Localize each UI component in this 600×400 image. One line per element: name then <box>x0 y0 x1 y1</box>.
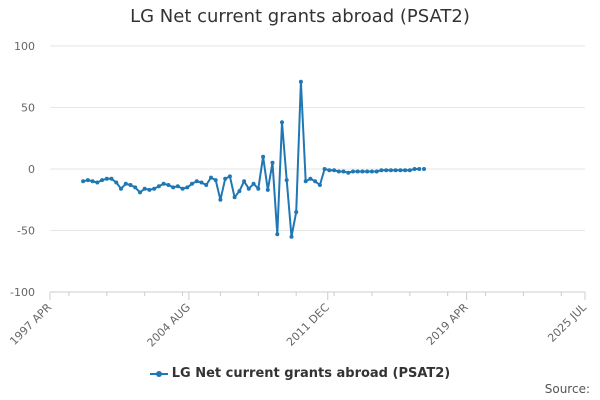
data-point <box>265 187 270 192</box>
data-point <box>161 181 166 186</box>
y-tick-label: 50 <box>21 102 35 115</box>
source-label: Source: <box>544 382 590 396</box>
data-point <box>156 184 161 189</box>
data-point <box>365 169 370 174</box>
x-tick-label: 2011 DEC <box>284 301 332 349</box>
data-point <box>298 79 303 84</box>
series-line <box>82 80 420 238</box>
data-point <box>119 186 123 191</box>
data-point <box>360 169 365 174</box>
data-point <box>398 168 403 173</box>
data-point <box>100 178 105 183</box>
data-point <box>346 170 351 175</box>
data-point <box>261 154 266 159</box>
data-point <box>109 176 114 181</box>
data-point <box>246 186 251 191</box>
data-point <box>284 178 289 183</box>
data-point <box>232 195 237 200</box>
data-point <box>412 167 417 171</box>
y-tick-label: -100 <box>10 286 35 299</box>
legend[interactable]: LG Net current grants abroad (PSAT2) <box>0 366 600 381</box>
data-point <box>237 189 242 194</box>
data-point <box>242 179 247 184</box>
chart-title: LG Net current grants abroad (PSAT2) <box>130 6 470 27</box>
data-point <box>374 169 379 174</box>
data-point <box>213 178 218 183</box>
data-point <box>133 185 138 190</box>
data-point <box>388 168 393 173</box>
data-point <box>393 168 398 173</box>
data-point <box>95 180 100 185</box>
data-point <box>313 179 318 184</box>
data-point <box>204 183 209 187</box>
data-point <box>280 120 284 125</box>
data-point <box>227 174 232 179</box>
data-point <box>341 169 346 174</box>
data-point <box>142 186 147 191</box>
data-point <box>190 181 194 186</box>
data-point <box>123 181 128 186</box>
data-point <box>223 176 228 181</box>
data-point <box>166 183 171 187</box>
x-tick-label: 2004 AUG <box>144 301 193 350</box>
data-point <box>379 168 384 173</box>
data-point <box>289 234 294 239</box>
data-point <box>384 168 389 173</box>
data-point <box>355 169 360 174</box>
data-point <box>351 169 355 174</box>
x-tick-label: 2019 APR <box>424 301 471 348</box>
data-point <box>114 180 119 185</box>
y-tick-label: -50 <box>17 225 35 238</box>
data-point <box>180 186 185 191</box>
data-point <box>171 185 176 190</box>
data-point <box>90 179 95 184</box>
data-point <box>336 169 341 174</box>
legend-marker-icon <box>149 369 168 379</box>
data-point <box>417 167 422 171</box>
data-point <box>317 183 322 187</box>
x-tick-label: 1997 APR <box>7 301 54 348</box>
data-point <box>175 184 180 189</box>
data-point <box>407 168 412 173</box>
data-point <box>185 185 190 190</box>
data-point <box>251 181 256 186</box>
data-point <box>81 179 86 184</box>
data-point <box>308 176 313 181</box>
data-point <box>327 168 332 173</box>
y-tick-label: 0 <box>28 163 35 176</box>
data-point <box>209 175 213 180</box>
y-tick-label: 100 <box>14 40 35 53</box>
data-point <box>303 179 308 184</box>
data-point <box>332 168 337 173</box>
data-point <box>147 187 152 192</box>
data-point <box>256 186 261 191</box>
data-point <box>403 168 408 173</box>
data-point <box>422 167 426 171</box>
data-point <box>270 160 275 165</box>
data-point <box>104 176 109 181</box>
data-point <box>322 167 327 171</box>
data-point <box>128 183 133 187</box>
data-point <box>218 197 223 202</box>
data-point <box>275 232 280 237</box>
x-tick-label: 2025 JUL <box>545 300 589 344</box>
data-point <box>294 210 299 215</box>
data-point <box>138 190 142 195</box>
data-point <box>85 178 90 183</box>
data-point <box>369 169 374 174</box>
data-point <box>199 180 204 185</box>
data-point <box>152 186 157 191</box>
legend-label: LG Net current grants abroad (PSAT2) <box>171 366 451 381</box>
data-point <box>194 179 199 184</box>
